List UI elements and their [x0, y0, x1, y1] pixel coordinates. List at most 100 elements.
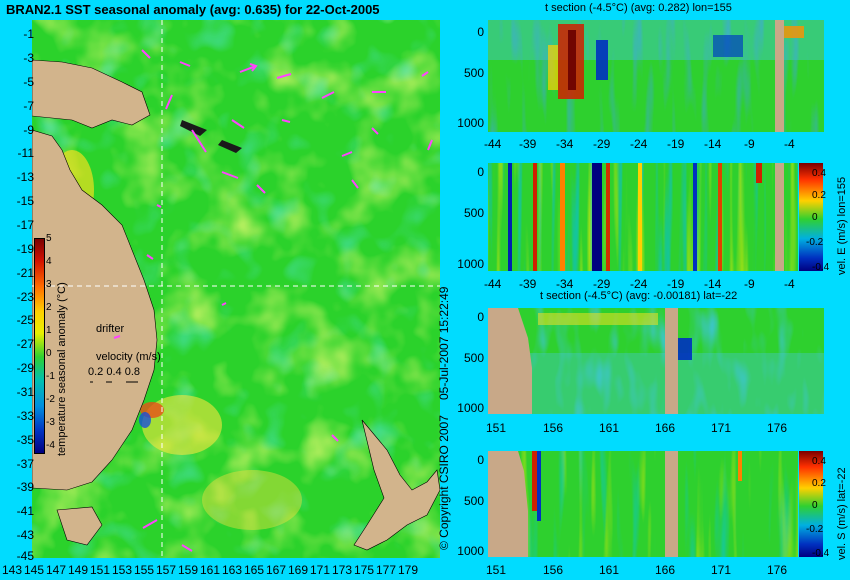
section-1-xtick: -34 [556, 137, 574, 151]
drifter-vector [256, 184, 266, 194]
colorbar-tick: 5 [46, 233, 52, 244]
section-3-ytick: 0 [477, 310, 484, 324]
lat-tick: -21 [16, 266, 34, 280]
land-solomon-islands [180, 120, 242, 153]
section-3-title: t section (-4.5°C) (avg: -0.00181) lat=-… [540, 290, 738, 302]
cold-band [713, 35, 743, 57]
drifter-legend-arrow [113, 335, 121, 339]
legend-velocity-label: velocity (m/s) [96, 351, 161, 363]
colorbar-tick: 0 [812, 212, 818, 223]
section-1-plot [488, 20, 824, 132]
colorbar-tick: 0.4 [812, 168, 826, 179]
velocity-band [693, 163, 697, 271]
section-4-xtick: 156 [543, 563, 564, 577]
cold-band [596, 40, 608, 80]
lon-tick: 177 [376, 563, 397, 577]
drifter-vector [142, 519, 158, 529]
sst-map: drifter velocity (m/s) 0.2 0.4 0.8 [32, 20, 440, 558]
section-3-ytick: 1000 [457, 401, 484, 415]
lat-tick: -39 [16, 480, 34, 494]
lon-tick: 165 [244, 563, 265, 577]
drifter-vector [427, 139, 433, 151]
velocity-band [606, 163, 610, 271]
warm-band [568, 30, 576, 90]
section-3-xtick: 156 [543, 421, 564, 435]
lon-tick: 169 [288, 563, 309, 577]
colorbar-tick: -0.2 [806, 524, 824, 535]
section-2-xtick: -29 [593, 277, 611, 291]
section-4-xtick: 171 [711, 563, 732, 577]
drifter-vector [321, 91, 335, 99]
velocity-band [533, 163, 537, 271]
colorbar-tick: 2 [46, 302, 52, 313]
section-1-xtick: -19 [667, 137, 685, 151]
colorbar-tick: -0.2 [806, 237, 824, 248]
colorbar-tick: 3 [46, 279, 52, 290]
section-1-xtick: -9 [744, 137, 755, 151]
section-2-xtick: -24 [630, 277, 648, 291]
section-3-xtick: 171 [711, 421, 732, 435]
colorbar-tick: 0 [46, 348, 52, 359]
lat-tick: -7 [23, 99, 34, 113]
lat-tick: -3 [23, 51, 34, 65]
colorbar-tick: 0.4 [812, 456, 826, 467]
section-2-xtick: -34 [556, 277, 574, 291]
drifter-vector [371, 127, 379, 135]
land-mask [488, 308, 532, 414]
warm-band [548, 45, 558, 90]
lon-tick: 179 [398, 563, 419, 577]
drifter-vector [351, 179, 359, 189]
land-mask [775, 20, 784, 132]
velocity-band [718, 163, 722, 271]
drifter-vector [276, 73, 292, 79]
lat-tick: -5 [23, 75, 34, 89]
colorbar-tick: 4 [46, 256, 52, 267]
lon-tick: 157 [156, 563, 177, 577]
velocity-band [638, 163, 642, 271]
legend-velocity-values: 0.2 0.4 0.8 [88, 366, 140, 378]
velocity-band [738, 451, 742, 481]
drifter-vector [221, 302, 227, 306]
section-3-xtick: 161 [599, 421, 620, 435]
velocity-band [560, 163, 565, 271]
lon-tick: 175 [354, 563, 375, 577]
section-2-xtick: -44 [484, 277, 502, 291]
colorbar-tick: -4 [46, 440, 55, 451]
drifter-vector [141, 49, 151, 59]
lat-tick: -41 [16, 504, 34, 518]
velocity-band [537, 451, 541, 521]
section-2-ytick: 1000 [457, 257, 484, 271]
lon-tick: 167 [266, 563, 287, 577]
lat-tick: -23 [16, 290, 34, 304]
lon-tick: 151 [90, 563, 111, 577]
lon-tick: 173 [332, 563, 353, 577]
section-1-ytick: 1000 [457, 116, 484, 130]
section-1-ytick: 500 [463, 66, 484, 80]
colorbar-tick: -1 [46, 371, 55, 382]
section-1-xtick: -39 [519, 137, 537, 151]
section-4-colorbar-label: vel. S (m/s) lat=-22 [836, 467, 848, 560]
lon-tick: 149 [68, 563, 89, 577]
lat-tick: -27 [16, 337, 34, 351]
section-4-xtick: 176 [767, 563, 788, 577]
colorbar-tick: -0.4 [812, 548, 830, 559]
drifter-vector [421, 71, 429, 77]
lon-tick: 171 [310, 563, 331, 577]
colorbar-tick: 0.2 [812, 478, 826, 489]
lat-tick: -43 [16, 528, 34, 542]
lon-tick: 145 [24, 563, 45, 577]
land-new-zealand [353, 419, 440, 551]
section-3-xtick: 151 [486, 421, 507, 435]
lat-tick: -17 [16, 218, 34, 232]
section-1-xtick: -14 [704, 137, 722, 151]
land-mask [665, 451, 678, 557]
drifter-vector [179, 61, 191, 67]
lon-tick: 153 [112, 563, 133, 577]
section-2-xtick: -14 [704, 277, 722, 291]
section-2-ytick: 0 [477, 165, 484, 179]
lon-tick: 155 [134, 563, 155, 577]
timestamp-text: 05-Jul-2007 15:22:49 [437, 286, 451, 400]
section-1-xtick: -44 [484, 137, 502, 151]
section-3-xtick: 166 [655, 421, 676, 435]
lon-tick: 159 [178, 563, 199, 577]
